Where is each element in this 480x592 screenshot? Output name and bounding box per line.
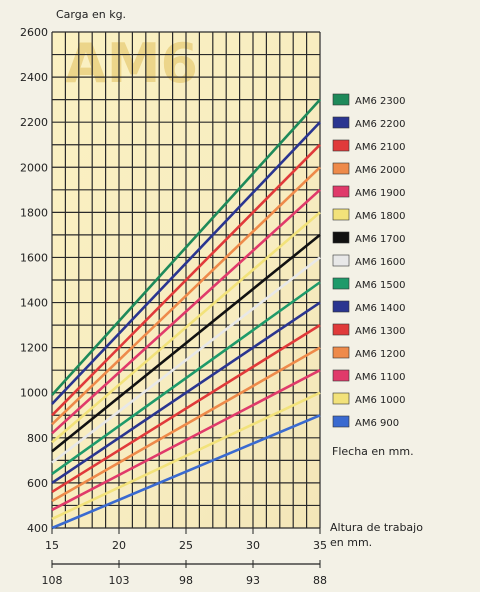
x-tick-label: 35 [313, 539, 327, 552]
series-lines [51, 98, 321, 530]
legend-swatch [332, 116, 350, 129]
y-tick-label: 1800 [20, 206, 48, 219]
series-line-11 [51, 323, 321, 494]
y-tick-label: 2400 [20, 71, 48, 84]
x-tick-label: 25 [179, 539, 193, 552]
series-line-1 [51, 98, 321, 396]
series-line-8 [51, 256, 321, 464]
legend-swatch [332, 415, 350, 428]
legend-swatch [332, 162, 350, 175]
series-line-4 [51, 166, 321, 426]
series-line-2 [51, 121, 321, 405]
series-line-10 [51, 301, 321, 484]
series-line-14 [51, 391, 321, 521]
legend-swatch [332, 277, 350, 290]
y-tick-labels: 400 600 800 1000 1200 1400 1600 1800 2000 2200 240… [20, 26, 48, 535]
series-line-15 [51, 414, 321, 530]
y-tick-label: 1200 [20, 342, 48, 355]
legend-label: AM6 1100 [355, 372, 405, 383]
legend-swatch [332, 323, 350, 336]
legend-label: AM6 2000 [355, 165, 405, 176]
legend-swatch [332, 139, 350, 152]
legend-swatch [332, 185, 350, 198]
y-axis-label: Carga en kg. [56, 8, 126, 21]
x-tick-labels: 15 20 25 30 35 [45, 528, 327, 552]
series-line-6 [51, 211, 321, 444]
legend-swatch [332, 93, 350, 106]
y-tick-label: 1600 [20, 251, 48, 264]
x-tick-label: 15 [45, 539, 59, 552]
legend-label: AM6 1900 [355, 188, 405, 199]
legend-swatch [332, 392, 350, 405]
x-axis-label-line1: Altura de trabajo [330, 521, 423, 534]
y-tick-label: 1400 [20, 297, 48, 310]
x-axis-label-line2: en mm. [330, 536, 372, 549]
y-tick-label: 800 [27, 432, 48, 445]
x-secondary-tick-label: 93 [246, 574, 260, 587]
legend-label: AM6 1700 [355, 234, 405, 245]
x-secondary-tick-label: 88 [313, 574, 327, 587]
y-tick-label: 400 [27, 522, 48, 535]
series-line-7 [51, 233, 321, 453]
legend-label: AM6 2200 [355, 119, 405, 130]
legend: AM6 2300 AM6 2200 AM6 2100 AM6 2000 AM6 1900… [332, 93, 405, 429]
series-line-9 [51, 281, 321, 475]
legend-label: AM6 1400 [355, 303, 405, 314]
legend-label: AM6 1300 [355, 326, 405, 337]
legend-label: AM6 1500 [355, 280, 405, 291]
legend-swatch [332, 231, 350, 244]
legend-swatch [332, 254, 350, 267]
legend-label: AM6 2100 [355, 142, 405, 153]
x-secondary-tick-labels: 108 103 98 93 88 [42, 560, 327, 587]
legend-label: AM6 1200 [355, 349, 405, 360]
series-line-13 [51, 369, 321, 512]
y-tick-label: 1000 [20, 387, 48, 400]
series-line-3 [51, 143, 321, 417]
y-tick-label: 2000 [20, 161, 48, 174]
series-line-5 [51, 188, 321, 435]
legend-label: AM6 1600 [355, 257, 405, 268]
legend-swatch [332, 300, 350, 313]
legend-swatch [332, 208, 350, 221]
legend-label: AM6 1000 [355, 395, 405, 406]
series-line-12 [51, 346, 321, 503]
watermark-text: AM6 [65, 32, 198, 95]
y-tick-label: 600 [27, 477, 48, 490]
legend-label: AM6 900 [355, 418, 399, 429]
legend-note: Flecha en mm. [332, 445, 414, 458]
x-tick-label: 20 [112, 539, 126, 552]
x-tick-label: 30 [246, 539, 260, 552]
y-tick-label: 2200 [20, 116, 48, 129]
legend-label: AM6 1800 [355, 211, 405, 222]
legend-label: AM6 2300 [355, 96, 405, 107]
x-secondary-tick-label: 98 [179, 574, 193, 587]
legend-swatch [332, 346, 350, 359]
x-secondary-tick-label: 103 [109, 574, 130, 587]
y-tick-label: 2600 [20, 26, 48, 39]
x-secondary-tick-label: 108 [42, 574, 63, 587]
legend-swatch [332, 369, 350, 382]
